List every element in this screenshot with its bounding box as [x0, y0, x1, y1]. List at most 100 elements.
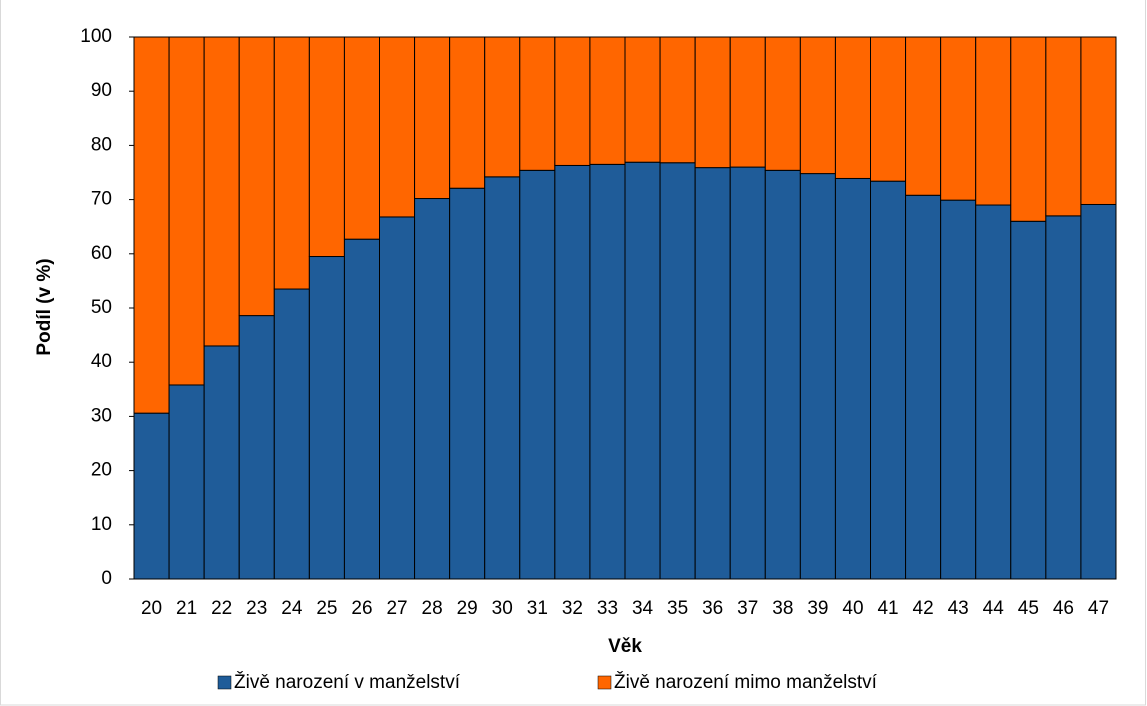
bar-segment	[729, 36, 766, 168]
bar-segment	[694, 167, 731, 580]
x-tick-label: 45	[1018, 598, 1039, 619]
x-tick-label: 33	[597, 598, 618, 619]
bar-segment	[133, 36, 170, 414]
bar-segment	[379, 36, 416, 218]
x-tick-label: 43	[948, 598, 969, 619]
legend-swatch	[597, 675, 612, 690]
bar-segment	[203, 36, 240, 347]
bar-segment	[203, 345, 240, 580]
bar-segment	[484, 36, 521, 178]
bar-segment	[519, 169, 556, 580]
x-tick-label: 40	[842, 598, 863, 619]
x-tick-label: 39	[807, 598, 828, 619]
x-tick-label: 29	[457, 598, 478, 619]
x-tick-label: 22	[211, 598, 232, 619]
bar-segment	[870, 36, 907, 182]
bar-segment	[1045, 36, 1082, 217]
x-tick-label: 20	[141, 598, 162, 619]
bar-segment	[659, 36, 696, 164]
bar-segment	[589, 36, 626, 165]
x-tick-label: 35	[667, 598, 688, 619]
bar-segment	[1080, 203, 1117, 580]
bar-segment	[975, 204, 1012, 580]
bar-segment	[1010, 36, 1047, 222]
x-tick-label: 42	[913, 598, 934, 619]
bar-segment	[589, 163, 626, 580]
bar-segment	[449, 36, 486, 189]
x-axis-title: Věk	[608, 636, 642, 657]
y-tick-label: 10	[91, 514, 112, 535]
legend-label: Živě narození mimo manželství	[614, 671, 878, 693]
bar-segment	[554, 164, 591, 580]
bar-segment	[414, 198, 451, 580]
y-tick-label: 90	[91, 80, 112, 101]
bar-segment	[764, 36, 801, 171]
bar-segment	[834, 177, 872, 580]
y-tick-label: 70	[91, 189, 112, 210]
x-tick-label: 36	[702, 598, 723, 619]
bar-segment	[168, 36, 205, 386]
bar-segment	[343, 238, 380, 580]
y-tick-label: 20	[91, 460, 112, 481]
bar-segment	[238, 36, 275, 317]
y-tick-label: 60	[91, 243, 112, 264]
x-tick-label: 41	[877, 598, 898, 619]
x-tick-label: 30	[492, 598, 513, 619]
bar-segment	[905, 36, 942, 196]
bar-segment	[799, 36, 836, 175]
x-tick-label: 44	[983, 598, 1005, 619]
x-tick-label: 21	[176, 598, 197, 619]
bar-segment	[238, 315, 275, 580]
bar-segment	[273, 36, 310, 290]
bar-segment	[694, 36, 731, 169]
bar-segment	[308, 256, 345, 580]
bar-segment	[1010, 220, 1047, 580]
legend-swatch	[217, 675, 232, 690]
bar-segment	[940, 36, 977, 201]
bar-segment	[624, 36, 661, 163]
bar-segment	[308, 36, 345, 258]
y-axis-title: Podíl (v %)	[34, 258, 55, 355]
bar-segment	[975, 36, 1012, 206]
bar-segment	[940, 199, 977, 580]
y-tick-label: 80	[91, 134, 112, 155]
bar-segment	[764, 169, 801, 580]
bar-segment	[484, 176, 521, 580]
bar-segment	[729, 166, 766, 580]
bar-segment	[799, 173, 836, 580]
bar-segment	[168, 384, 205, 580]
x-tick-label: 37	[737, 598, 758, 619]
bar-segment	[133, 412, 170, 580]
bar-segment	[834, 36, 872, 179]
bar-segment	[273, 288, 310, 580]
bar-segment	[519, 36, 556, 171]
x-tick-label: 23	[246, 598, 267, 619]
bar-segment	[1080, 36, 1117, 205]
x-tick-label: 38	[772, 598, 793, 619]
bar-segment	[905, 194, 942, 580]
x-tick-label: 31	[527, 598, 548, 619]
bar-segment	[379, 216, 416, 580]
x-tick-label: 46	[1053, 598, 1074, 619]
x-tick-label: 28	[422, 598, 443, 619]
bar-segment	[414, 36, 451, 200]
x-tick-label: 24	[281, 598, 303, 619]
y-tick-label: 30	[91, 405, 112, 426]
y-tick-label: 50	[91, 297, 112, 318]
bar-segment	[343, 36, 380, 240]
bar-segment	[554, 36, 591, 166]
legend-label: Živě narození v manželství	[234, 671, 461, 693]
bar-segment	[449, 187, 486, 580]
y-tick-label: 100	[80, 26, 112, 47]
x-tick-label: 47	[1088, 598, 1109, 619]
x-tick-label: 34	[632, 598, 654, 619]
y-tick-label: 40	[91, 351, 112, 372]
bar-segment	[624, 161, 661, 580]
x-tick-label: 26	[351, 598, 372, 619]
bar-segment	[659, 162, 696, 580]
x-tick-label: 25	[316, 598, 337, 619]
y-tick-label: 0	[101, 568, 112, 589]
bar-segment	[870, 180, 907, 580]
